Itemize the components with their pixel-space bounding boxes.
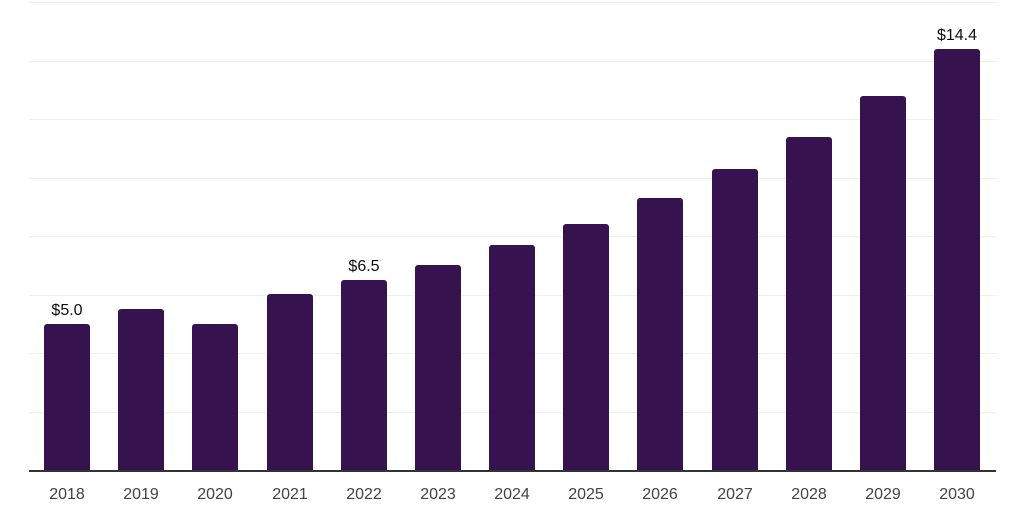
gridline xyxy=(29,178,996,179)
bar-value-label-2018: $5.0 xyxy=(51,302,83,319)
gridline xyxy=(29,2,996,3)
bar-2028 xyxy=(786,137,832,470)
bar-2019 xyxy=(118,309,164,470)
x-tick-label-2028: 2028 xyxy=(791,486,827,503)
x-tick-label-2021: 2021 xyxy=(272,486,308,503)
x-tick-label-2027: 2027 xyxy=(717,486,753,503)
x-tick-label-2030: 2030 xyxy=(939,486,975,503)
x-tick-label-2026: 2026 xyxy=(642,486,678,503)
bar-value-label-2030: $14.4 xyxy=(936,27,978,44)
x-tick-label-2023: 2023 xyxy=(420,486,456,503)
bar-2029 xyxy=(860,96,906,470)
bar-2021 xyxy=(267,294,313,470)
bar-2024 xyxy=(489,245,535,470)
bar-2018 xyxy=(44,324,90,470)
bar-2030 xyxy=(934,49,980,470)
gridline xyxy=(29,61,996,62)
bar-2023 xyxy=(415,265,461,470)
x-tick-label-2029: 2029 xyxy=(865,486,901,503)
bar-2025 xyxy=(563,224,609,470)
x-tick-label-2018: 2018 xyxy=(49,486,85,503)
bar-2027 xyxy=(712,169,758,470)
gridline xyxy=(29,236,996,237)
gridline xyxy=(29,119,996,120)
bar-2026 xyxy=(637,198,683,470)
x-tick-label-2019: 2019 xyxy=(123,486,159,503)
x-tick-label-2020: 2020 xyxy=(197,486,233,503)
x-axis-line xyxy=(29,470,996,472)
x-tick-label-2022: 2022 xyxy=(346,486,382,503)
x-tick-label-2025: 2025 xyxy=(568,486,604,503)
bar-value-label-2022: $6.5 xyxy=(348,258,380,275)
bar-2020 xyxy=(192,324,238,470)
bar-2022 xyxy=(341,280,387,470)
x-tick-label-2024: 2024 xyxy=(494,486,530,503)
